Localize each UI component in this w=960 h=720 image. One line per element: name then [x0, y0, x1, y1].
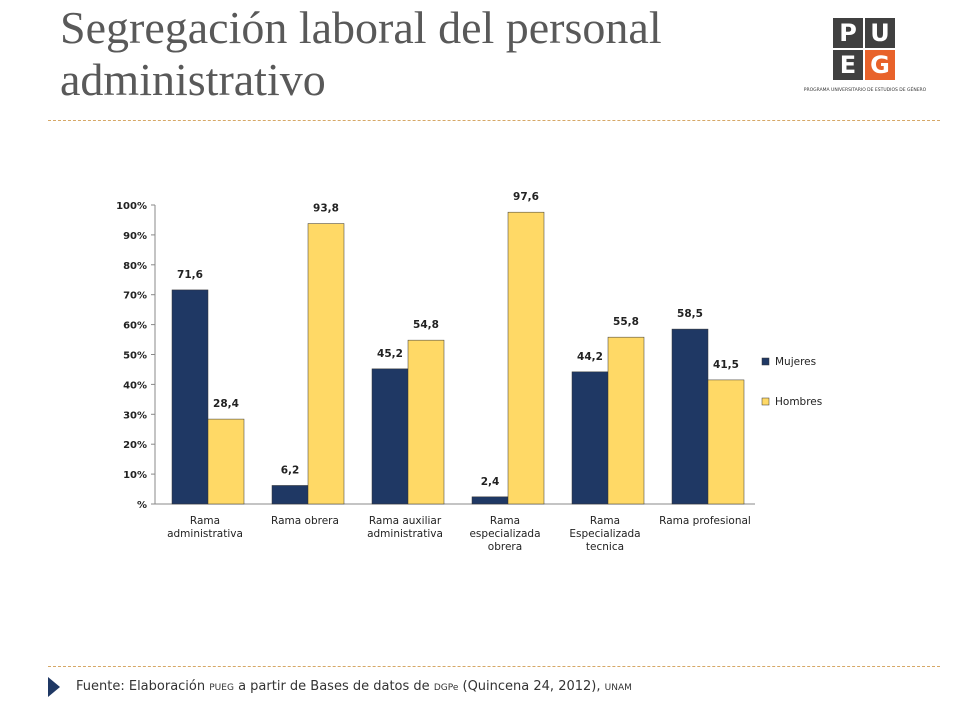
data-label: 6,2 [281, 464, 300, 476]
logo-letter: P [833, 18, 863, 48]
y-tick-label: 80% [123, 261, 147, 272]
bar [707, 379, 745, 505]
y-tick-label: 100% [116, 201, 147, 212]
separator [48, 120, 940, 121]
separator [48, 666, 940, 667]
bar [407, 339, 445, 505]
footer-abbr: UNAM [604, 683, 632, 693]
data-label: 41,5 [713, 359, 739, 371]
data-label: 44,2 [577, 351, 603, 363]
data-label: 54,8 [413, 319, 439, 331]
bar [271, 485, 309, 505]
legend-swatch [761, 397, 770, 406]
footer: Fuente: Elaboración PUEG a partir de Bas… [76, 679, 632, 694]
data-label: 45,2 [377, 348, 403, 360]
x-tick-label: Rama obrera [271, 515, 339, 527]
x-tick-label: Rama administrativa [167, 515, 243, 540]
data-label: 28,4 [213, 398, 239, 410]
legend-label: Mujeres [775, 356, 816, 368]
y-tick-label: 40% [123, 380, 147, 391]
bar [171, 289, 209, 505]
data-label: 71,6 [177, 269, 203, 281]
title: Segregación laboral del personal adminis… [60, 2, 662, 105]
bar [307, 223, 345, 505]
y-tick-label: 70% [123, 291, 147, 302]
y-tick-label: 90% [123, 231, 147, 242]
logo-letter: G [865, 50, 895, 80]
bar [607, 336, 645, 505]
x-tick-label: Rama Especializada tecnica [569, 515, 641, 553]
footer-abbr: DGPe [433, 683, 459, 693]
bar [207, 418, 245, 505]
bar [671, 328, 709, 505]
y-tick-label: % [137, 500, 147, 511]
y-tick-label: 50% [123, 351, 147, 362]
logo-letter: U [865, 18, 895, 48]
legend-swatch [761, 357, 770, 366]
y-tick-label: 60% [123, 321, 147, 332]
footer-abbr: PUEG [209, 683, 234, 693]
bar [571, 371, 609, 505]
y-tick-label: 10% [123, 470, 147, 481]
data-label: 93,8 [313, 203, 339, 215]
bar [507, 211, 545, 505]
x-tick-label: Rama especializada obrera [469, 515, 541, 553]
data-label: 58,5 [677, 308, 703, 320]
logo-subtitle: PROGRAMA UNIVERSITARIO DE ESTUDIOS DE GÉ… [803, 88, 927, 93]
x-tick-label: Rama profesional [659, 515, 751, 527]
bar [371, 368, 409, 505]
footer-text: (Quincena 24, 2012), [458, 679, 605, 694]
bar [471, 496, 509, 505]
y-tick-label: 30% [123, 410, 147, 421]
y-tick-label: 20% [123, 440, 147, 451]
logo-letter: E [833, 50, 863, 80]
footer-text: Fuente: Elaboración [76, 679, 210, 694]
data-label: 97,6 [513, 191, 539, 203]
footer-text: a partir de Bases de datos de [233, 679, 434, 694]
data-label: 55,8 [613, 316, 639, 328]
data-label: 2,4 [481, 476, 500, 488]
x-tick-label: Rama auxiliar administrativa [367, 515, 443, 540]
bullet-arrow [48, 677, 60, 697]
legend-label: Hombres [775, 396, 822, 408]
